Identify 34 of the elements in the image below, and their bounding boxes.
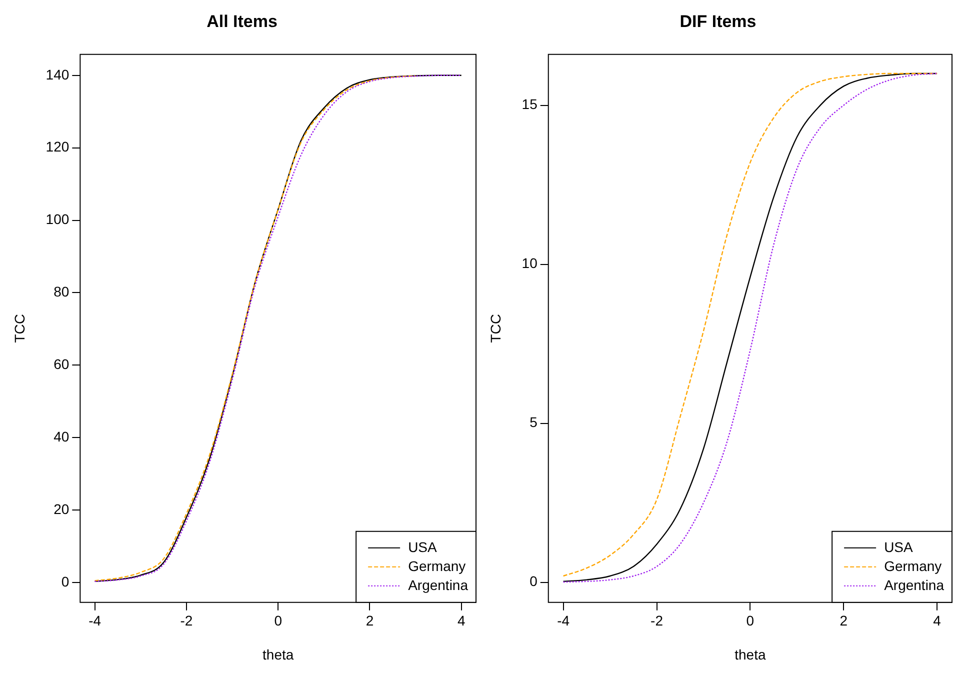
- legend-label: USA: [408, 538, 438, 555]
- x-axis-title: theta: [262, 646, 294, 662]
- x-tick-label: 2: [840, 612, 848, 629]
- x-tick-label: -2: [180, 612, 193, 629]
- y-axis-title: TCC: [11, 314, 28, 343]
- y-tick-label: 80: [54, 284, 70, 300]
- x-tick-label: 0: [274, 612, 282, 629]
- legend-label: Argentina: [884, 576, 944, 593]
- legend-label: USA: [884, 538, 914, 555]
- chart-title: All Items: [206, 12, 278, 31]
- y-tick-label: 0: [530, 573, 538, 590]
- y-tick-label: 20: [54, 500, 70, 517]
- y-tick-label: 120: [46, 138, 70, 155]
- x-tick-label: 4: [933, 612, 942, 629]
- x-tick-label: -4: [88, 612, 102, 629]
- x-tick-label: 0: [746, 612, 754, 629]
- y-tick-label: 60: [54, 356, 70, 372]
- x-tick-label: -2: [650, 612, 664, 629]
- legend-label: Argentina: [408, 576, 468, 593]
- legend-label: Germany: [884, 558, 942, 574]
- legend-label: Germany: [408, 558, 466, 574]
- x-tick-label: 2: [366, 612, 374, 629]
- y-tick-label: 15: [522, 96, 538, 112]
- y-tick-label: 5: [530, 414, 538, 430]
- y-tick-label: 140: [46, 66, 70, 82]
- x-tick-label: 4: [457, 612, 466, 629]
- y-tick-label: 0: [61, 573, 70, 590]
- y-tick-label: 40: [54, 428, 70, 444]
- y-tick-label: 10: [522, 255, 538, 272]
- y-axis-title: TCC: [487, 314, 504, 343]
- chart-title: DIF Items: [680, 12, 756, 31]
- x-tick-label: -4: [557, 612, 570, 629]
- y-tick-label: 100: [46, 211, 70, 228]
- x-axis-title: theta: [734, 646, 766, 662]
